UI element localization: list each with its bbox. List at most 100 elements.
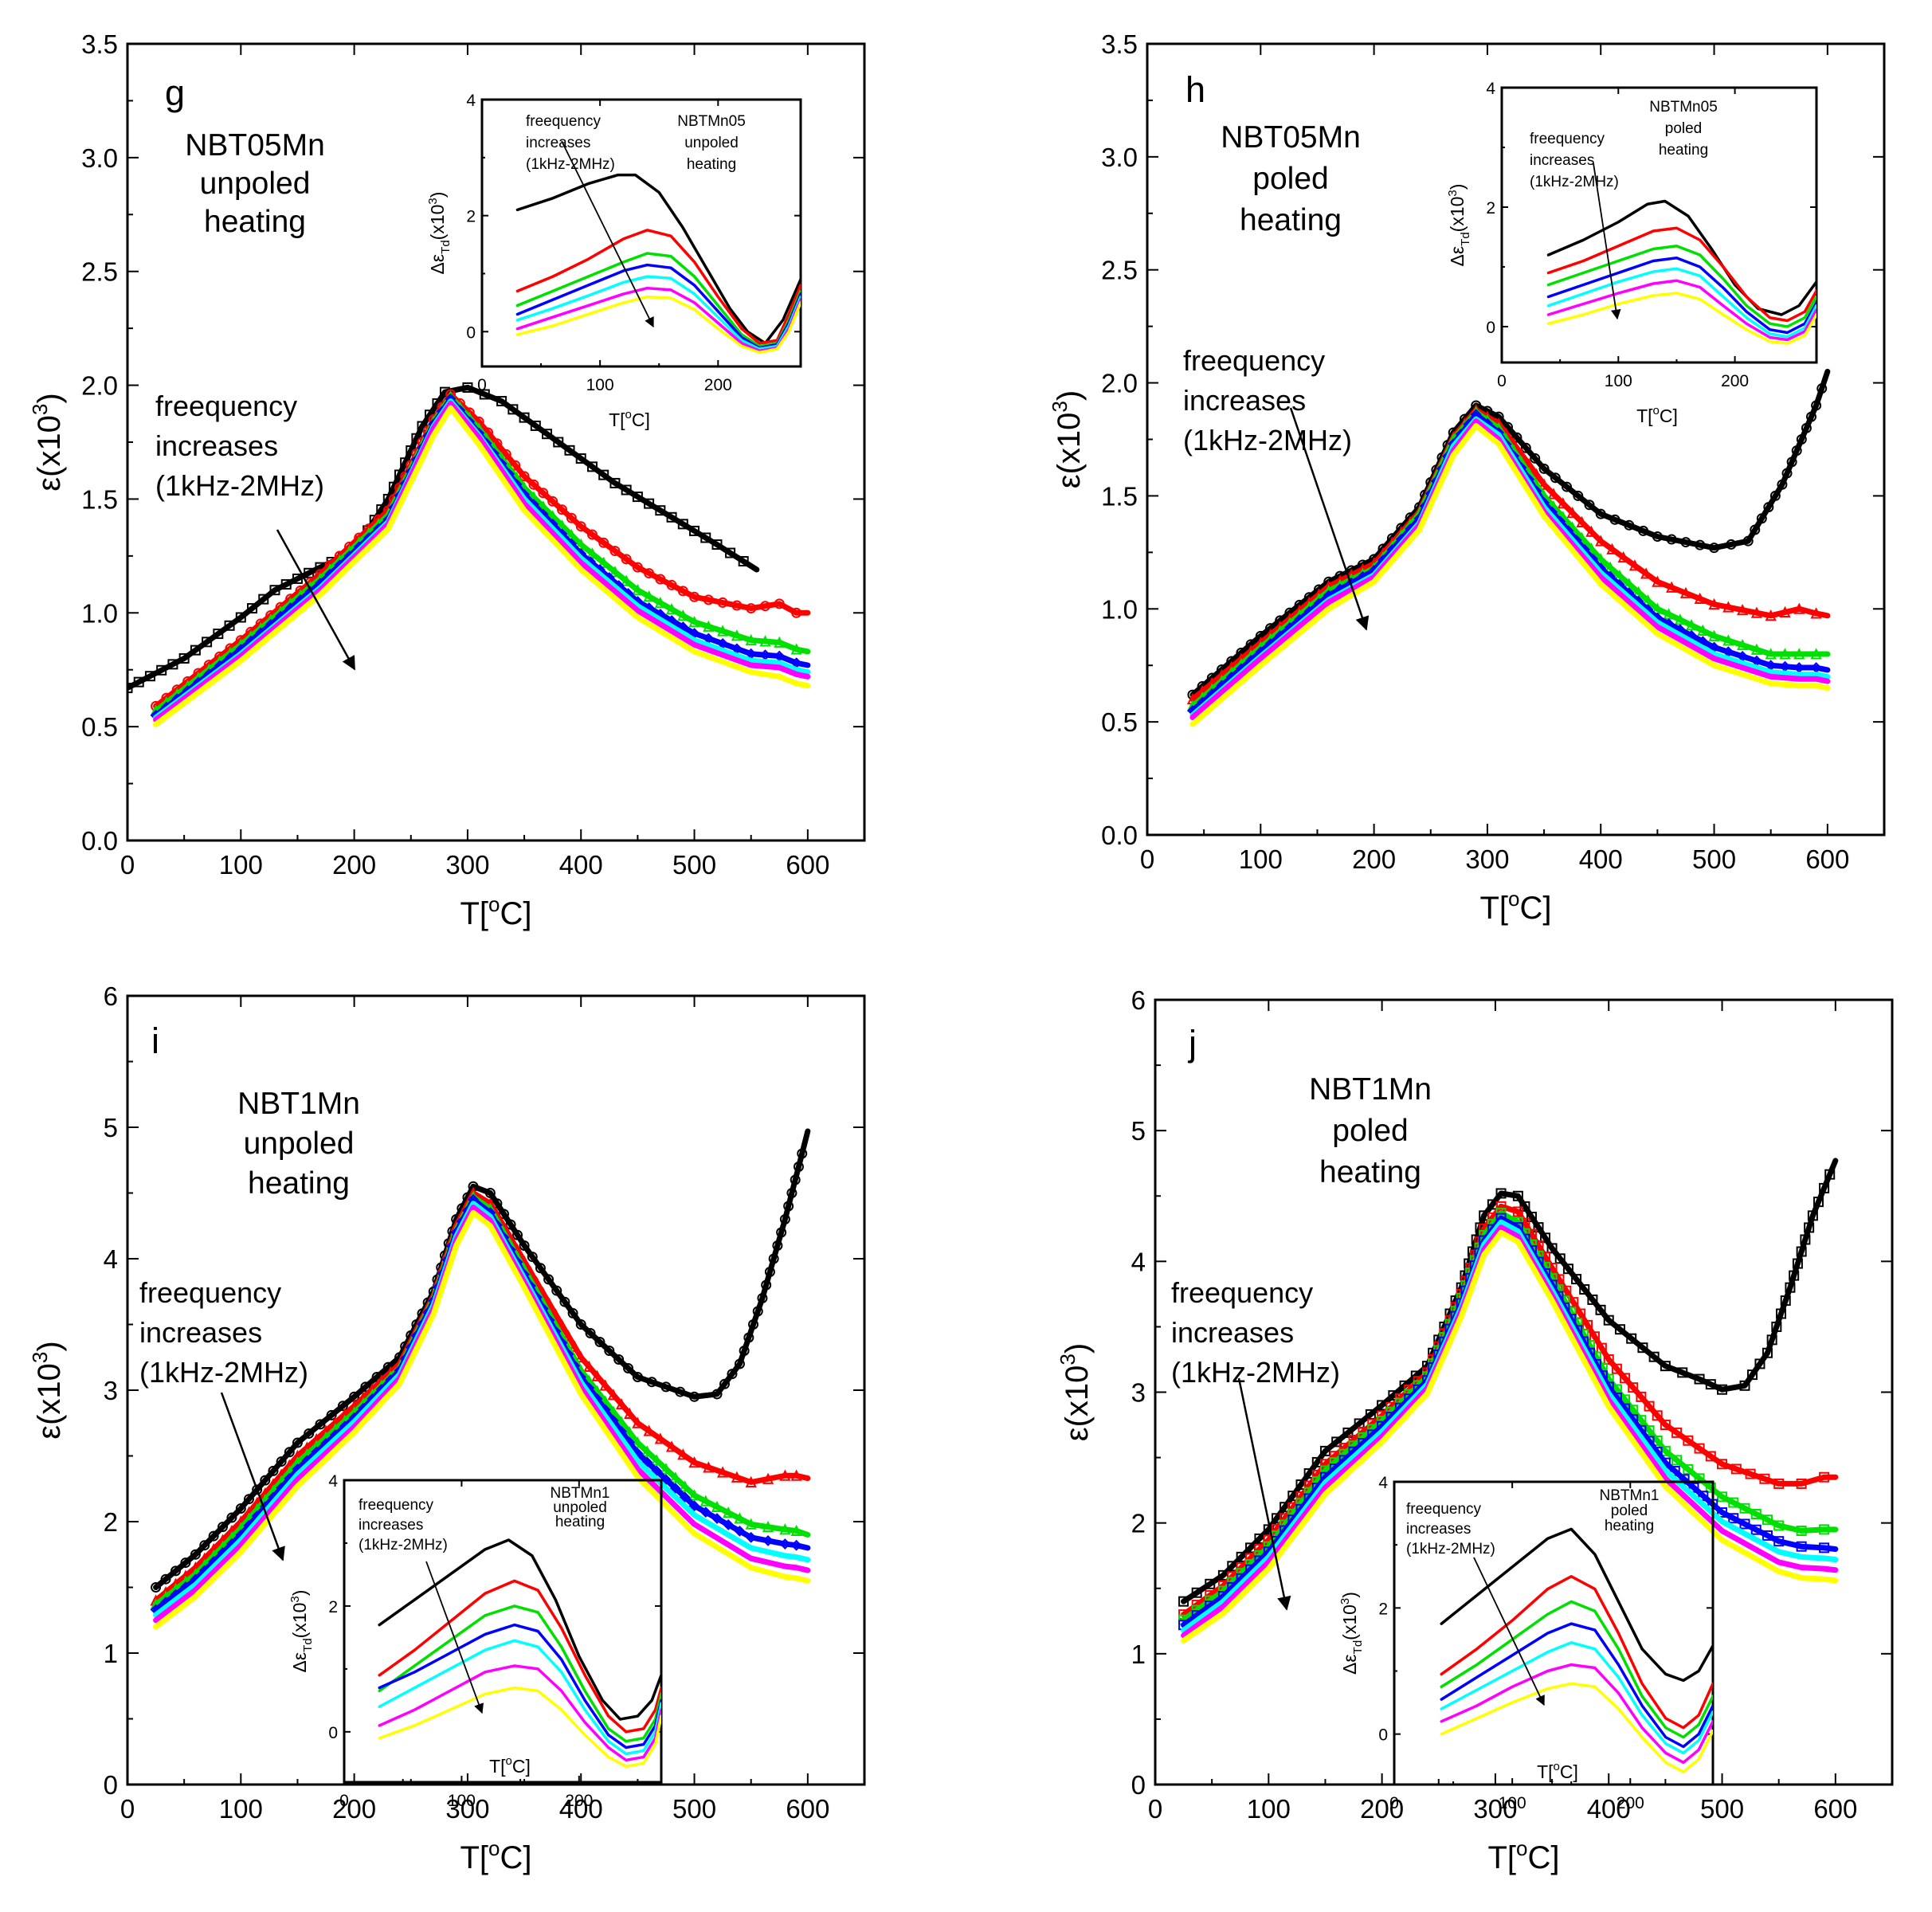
data-point — [1708, 629, 1720, 641]
data-point — [679, 1491, 691, 1503]
data-point — [598, 469, 609, 480]
inset-series-group — [1440, 1527, 1713, 1773]
data-point — [199, 1540, 210, 1551]
inset-y-tick-label: 2 — [1378, 1600, 1388, 1618]
data-point — [269, 585, 280, 596]
data-point — [655, 574, 666, 585]
data-point — [613, 1354, 625, 1365]
y-tick-label: 2.5 — [81, 257, 118, 287]
data-point — [624, 1407, 636, 1419]
data-point — [745, 1531, 757, 1543]
inset-sample-label: unpoled — [684, 135, 739, 151]
data-point — [190, 1549, 201, 1560]
data-point — [700, 532, 711, 543]
x-tick-label: 600 — [1813, 1794, 1857, 1824]
data-point — [669, 1483, 681, 1495]
data-point — [1609, 514, 1620, 525]
data-point — [1769, 490, 1781, 501]
inset-series-f2 — [1440, 1575, 1713, 1730]
data-point — [1796, 1478, 1807, 1489]
data-point — [1652, 1410, 1663, 1421]
inset-series-group — [1546, 199, 1816, 345]
data-point — [783, 1201, 794, 1212]
data-point — [797, 1148, 808, 1159]
data-point — [700, 1506, 711, 1518]
data-point — [1677, 1367, 1688, 1378]
data-point — [1617, 550, 1629, 563]
data-point — [1708, 598, 1720, 610]
y-tick-label: 3.5 — [81, 29, 118, 59]
x-tick-label: 500 — [1700, 1794, 1744, 1824]
data-point — [739, 1346, 750, 1356]
inset-y-axis-label: ΔεTd(x103) — [1338, 1592, 1365, 1675]
data-point — [235, 612, 246, 623]
y-tick-label: 6 — [104, 981, 118, 1011]
data-point — [731, 629, 743, 641]
data-point — [790, 1524, 802, 1537]
data-point — [1796, 1541, 1807, 1552]
data-point — [703, 1461, 715, 1473]
data-point — [326, 1409, 337, 1420]
data-point — [719, 1378, 730, 1389]
sample-label: NBT05Mn — [1221, 120, 1361, 155]
x-tick-label: 400 — [559, 850, 603, 880]
data-point — [292, 1437, 303, 1448]
data-point — [1652, 531, 1663, 542]
data-point — [727, 1369, 738, 1380]
data-point — [167, 659, 178, 670]
data-point — [598, 537, 609, 548]
inset-x-tick-label: 100 — [1499, 1794, 1526, 1812]
x-axis-label: T[oC] — [1479, 887, 1551, 926]
data-point — [1750, 524, 1761, 535]
data-point — [1573, 490, 1584, 501]
y-tick-label: 0.5 — [81, 712, 118, 742]
data-point — [1603, 1354, 1614, 1365]
series-f6 — [1181, 1224, 1839, 1639]
data-point — [567, 1307, 578, 1318]
data-point — [1810, 648, 1822, 660]
y-tick-label: 3.0 — [81, 143, 118, 173]
data-point — [723, 1519, 735, 1530]
data-point — [646, 1377, 657, 1388]
data-point — [1638, 525, 1649, 536]
data-point — [660, 1463, 672, 1475]
data-point — [462, 382, 473, 393]
data-point — [738, 556, 749, 567]
data-point — [1571, 1274, 1582, 1285]
data-point — [1342, 1427, 1354, 1438]
data-point — [1685, 618, 1698, 631]
data-point — [1796, 1246, 1807, 1257]
data-point — [1530, 453, 1541, 464]
y-tick-label: 3 — [1131, 1378, 1146, 1408]
y-axis-label: ε(x103) — [1056, 1343, 1095, 1441]
data-point — [1816, 383, 1828, 394]
data-point — [1762, 1530, 1773, 1541]
data-point — [1538, 463, 1550, 474]
data-point — [252, 1484, 263, 1495]
data-point — [723, 1506, 735, 1518]
data-point — [1584, 500, 1595, 511]
inset-frequency-note: freequency — [359, 1497, 434, 1514]
x-tick-label: 500 — [1692, 844, 1736, 874]
data-point — [1562, 481, 1573, 492]
data-point — [1773, 1520, 1785, 1531]
data-point — [762, 1472, 774, 1484]
data-point — [703, 620, 715, 632]
inset-x-tick-label: 0 — [339, 1792, 349, 1810]
x-tick-label: 300 — [1473, 1794, 1517, 1824]
data-point — [1611, 1363, 1622, 1374]
inset-sample-label: NBTMn05 — [677, 113, 746, 130]
inset-x-tick-label: 200 — [565, 1792, 593, 1810]
inset-x-tick-label: 200 — [1721, 372, 1749, 390]
y-tick-label: 5 — [104, 1113, 118, 1142]
data-point — [779, 1538, 791, 1550]
inset-y-axis-label: ΔεTd(x103) — [426, 192, 453, 275]
data-point — [1785, 1282, 1796, 1293]
data-point — [793, 1162, 804, 1172]
data-point — [170, 1565, 181, 1577]
data-point — [774, 636, 786, 648]
inset-sample-label: poled — [1665, 120, 1703, 137]
data-point — [507, 404, 519, 415]
y-tick-label: 0.0 — [81, 826, 118, 856]
inset-y-axis-label: ΔεTd(x103) — [288, 1590, 315, 1673]
